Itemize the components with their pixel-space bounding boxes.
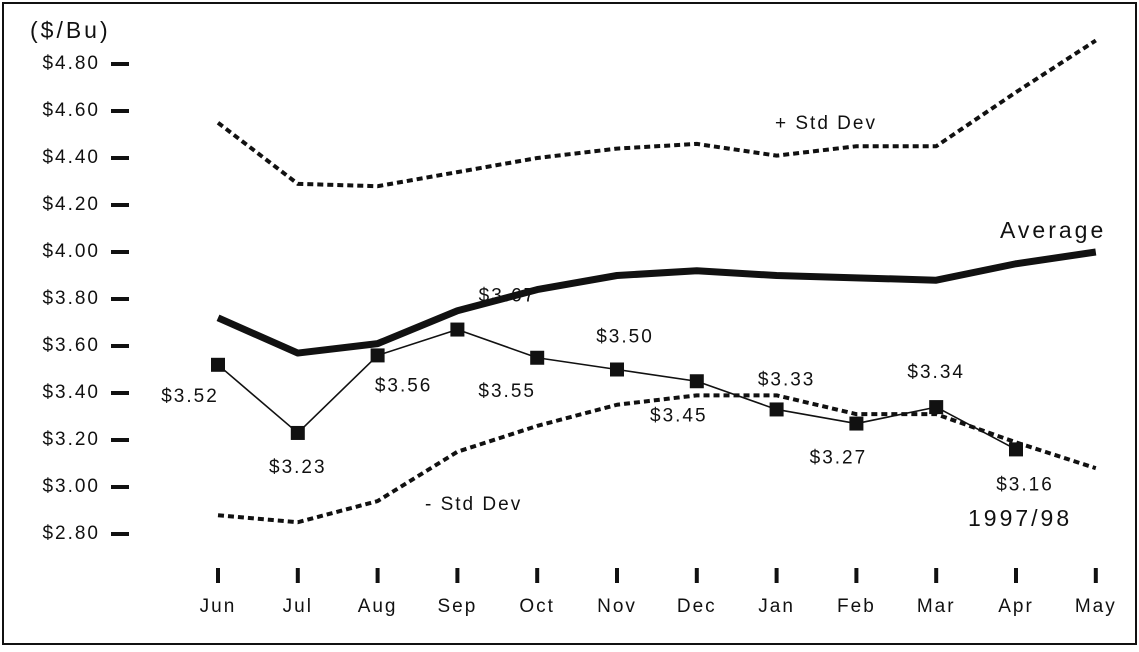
series-line	[216, 248, 1097, 357]
y-tick-label: $3.00	[42, 476, 100, 497]
x-tick-label: Apr	[998, 596, 1034, 617]
series-line	[216, 38, 1097, 189]
x-tick-label: Aug	[358, 596, 398, 617]
value-label: $3.50	[596, 327, 654, 348]
series-label: Average	[1000, 217, 1106, 243]
point-marker	[211, 357, 225, 372]
x-tick-label: May	[1075, 596, 1117, 617]
x-tick-label: Dec	[677, 596, 717, 617]
point-marker	[370, 348, 385, 363]
y-tick-label: $4.00	[42, 241, 100, 262]
x-tick-label: Feb	[837, 596, 876, 617]
x-tick-label: Nov	[597, 596, 637, 617]
value-label: $3.34	[907, 362, 965, 383]
point-marker	[929, 400, 944, 415]
value-label: $3.27	[810, 448, 868, 469]
value-label: $3.56	[375, 375, 433, 396]
point-marker	[689, 374, 704, 389]
y-tick-label: $3.40	[42, 382, 100, 403]
y-tick-label: $4.20	[42, 194, 100, 215]
x-tick-label: Sep	[437, 596, 477, 617]
value-label: $3.67	[479, 286, 537, 307]
series-label: + Std Dev	[775, 113, 877, 134]
x-tick-label: Jul	[283, 596, 313, 617]
x-tick-label: Mar	[917, 596, 956, 617]
y-tick-label: $2.80	[42, 523, 100, 544]
series-line	[217, 393, 1097, 525]
x-tick-label: Oct	[519, 596, 555, 617]
point-marker	[1009, 442, 1023, 457]
y-tick-label: $3.80	[42, 288, 100, 309]
y-axis-label: ($/Bu)	[30, 17, 111, 43]
value-label: $3.23	[269, 457, 327, 478]
point-marker	[849, 416, 864, 431]
y-tick-label: $4.40	[42, 147, 100, 168]
point-marker	[290, 425, 305, 440]
y-tick-label: $3.20	[42, 429, 100, 450]
value-label: $3.55	[478, 381, 536, 402]
value-label: $3.16	[996, 474, 1054, 495]
y-tick-label: $4.60	[42, 100, 100, 121]
x-tick-label: Jun	[200, 596, 237, 617]
point-marker	[530, 350, 545, 365]
value-label: $3.33	[758, 369, 816, 390]
series-label: 1997/98	[968, 505, 1072, 531]
point-marker	[769, 402, 784, 417]
y-tick-label: $3.60	[42, 335, 100, 356]
series-label: - Std Dev	[425, 494, 522, 515]
point-marker	[450, 322, 465, 337]
point-marker	[610, 362, 624, 377]
value-label: $3.52	[161, 386, 219, 407]
value-label: $3.45	[650, 405, 708, 426]
y-tick-label: $4.80	[42, 53, 100, 74]
x-tick-label: Jan	[758, 596, 795, 617]
